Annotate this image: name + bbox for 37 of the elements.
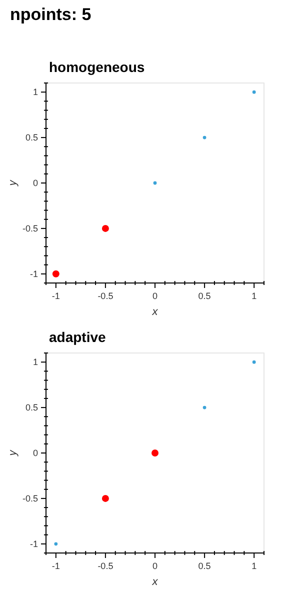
point [252,360,256,364]
y-tick-label: 0 [32,178,38,188]
point [102,224,109,232]
y-tick-label: -0.5 [22,493,38,504]
point [252,90,256,94]
text: npoints: 5 [10,5,92,24]
x-tick-label: 0.5 [198,561,211,571]
point [202,136,206,140]
x-tick-label: -0.5 [98,561,114,571]
x-tick-label: 0 [152,291,158,301]
x-tick-label: -1 [52,291,60,301]
x-tick-label: 0 [152,561,158,571]
point [202,406,206,410]
x-axis-title: x [151,306,158,318]
point [102,494,109,502]
x-tick-label: 0.5 [198,291,211,301]
x-tick-label: -1 [52,561,60,571]
chart-title: adaptive [49,329,106,345]
point [52,270,60,278]
y-tick-label: 0 [32,448,38,458]
y-tick-label: 1 [32,357,38,368]
y-tick-label: 0.5 [25,132,38,143]
y-tick-label: 1 [32,87,38,98]
x-tick-label: 1 [252,291,257,301]
point [152,450,158,456]
x-tick-label: 1 [252,561,257,571]
point [153,181,157,185]
y-axis-title: y [7,448,19,457]
x-tick-label: -0.5 [98,291,114,301]
y-tick-label: -1 [30,268,38,279]
y-tick-label: -0.5 [22,223,38,234]
x-axis-title: x [151,576,158,588]
y-axis-title: y [7,178,19,187]
chart-title: homogeneous [49,59,145,75]
point [54,542,58,546]
y-tick-label: -1 [30,538,38,549]
y-tick-label: 0.5 [25,402,38,413]
